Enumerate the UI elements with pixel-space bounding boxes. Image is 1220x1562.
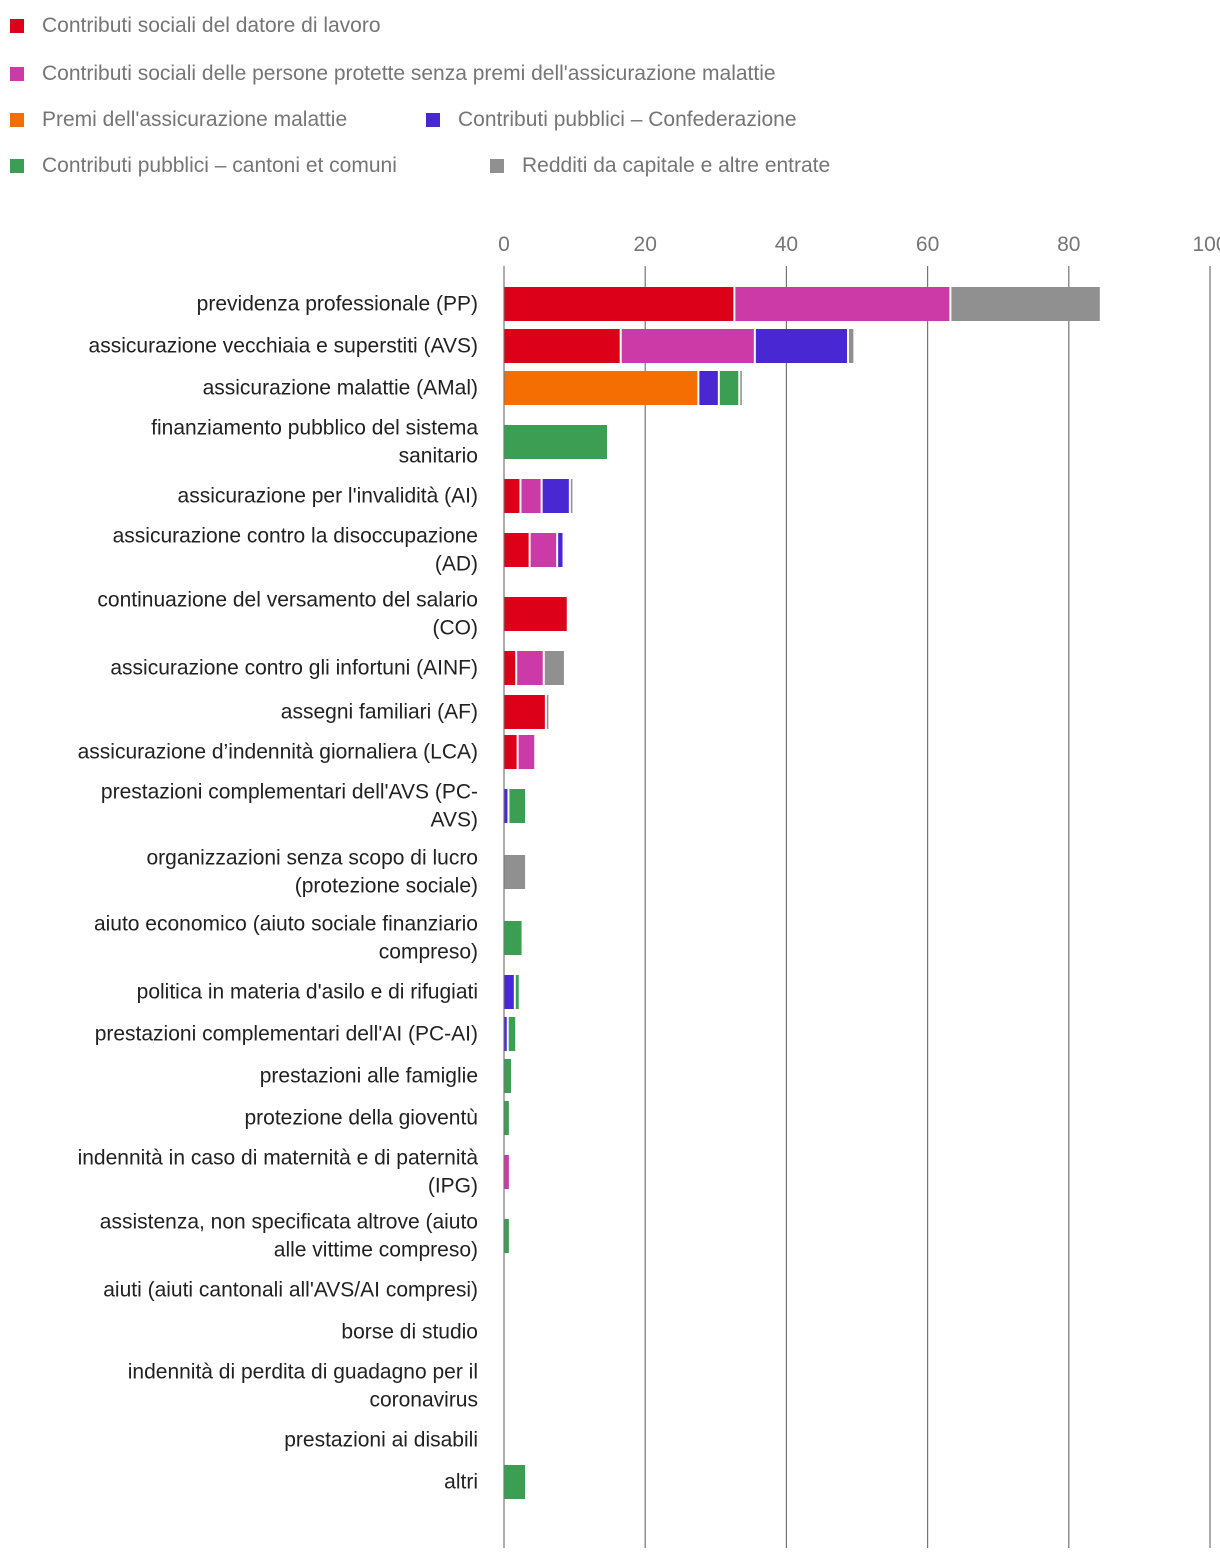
- legend-label: Contributi sociali delle persone protett…: [42, 62, 776, 85]
- bar-segment: [546, 695, 549, 729]
- legend-swatch: [10, 159, 24, 173]
- bar-segment: [544, 651, 564, 685]
- bar-segment: [504, 479, 520, 513]
- bar-segment: [504, 975, 514, 1009]
- category-label: assistenza, non specificata altrove (aiu…: [100, 1211, 478, 1234]
- category-label: indennità in caso di maternità e di pate…: [78, 1147, 479, 1170]
- legend-label: Contributi sociali del datore di lavoro: [42, 14, 381, 37]
- bar-segment: [504, 1017, 507, 1051]
- bar-segment: [518, 735, 535, 769]
- category-label: finanziamento pubblico del sistema: [151, 417, 478, 440]
- legend-item: Contributi pubblici – cantoni et comuni: [10, 154, 397, 178]
- bar-segment: [504, 1155, 509, 1189]
- category-label: (IPG): [428, 1175, 478, 1198]
- tick-label: 0: [498, 233, 510, 256]
- bar-segment: [504, 921, 522, 955]
- bar-segment: [504, 695, 545, 729]
- bar-segment: [530, 533, 557, 567]
- bar-segment: [504, 651, 516, 685]
- bar-segment: [504, 287, 734, 321]
- category-label: sanitario: [399, 445, 478, 468]
- category-label: assicurazione malattie (AMal): [203, 377, 478, 400]
- bar-segment: [504, 855, 526, 889]
- bar-segment: [755, 329, 848, 363]
- bar-segment: [570, 479, 573, 513]
- category-label: borse di studio: [341, 1321, 478, 1344]
- tick-label: 40: [775, 233, 798, 256]
- bar-segment: [504, 1219, 509, 1253]
- bar-segment: [699, 371, 718, 405]
- category-label: previdenza professionale (PP): [197, 293, 478, 316]
- legend-item: Contributi sociali del datore di lavoro: [10, 14, 381, 38]
- legend-item: Contributi pubblici – Confederazione: [426, 108, 797, 132]
- category-label: aiuto economico (aiuto sociale finanziar…: [94, 913, 478, 936]
- legend-swatch: [10, 67, 24, 81]
- bar-segment: [504, 371, 698, 405]
- bar-segment: [504, 735, 517, 769]
- category-label: altri: [444, 1471, 478, 1494]
- category-label: politica in materia d'asilo e di rifugia…: [137, 981, 478, 1004]
- legend-label: Contributi pubblici – Confederazione: [458, 108, 797, 131]
- category-label: prestazioni ai disabili: [284, 1429, 478, 1452]
- category-label: assicurazione per l'invalidità (AI): [178, 485, 478, 508]
- category-label: organizzazioni senza scopo di lucro: [146, 847, 478, 870]
- bar-segment: [735, 287, 950, 321]
- bar-segment: [521, 479, 541, 513]
- bar-segment: [504, 1465, 526, 1499]
- bar-segment: [509, 789, 526, 823]
- category-label: (CO): [433, 617, 479, 640]
- bar-segment: [558, 533, 563, 567]
- bar-segment: [951, 287, 1100, 321]
- bar-segment: [849, 329, 854, 363]
- category-label: (protezione sociale): [295, 875, 478, 898]
- category-label: AVS): [431, 809, 478, 832]
- tick-label: 80: [1057, 233, 1080, 256]
- category-label: alle vittime compreso): [274, 1239, 478, 1262]
- bar-segment: [740, 371, 742, 405]
- bar-segment: [504, 533, 529, 567]
- bar-segment: [504, 425, 607, 459]
- category-label: coronavirus: [369, 1389, 478, 1412]
- bar-segment: [542, 479, 569, 513]
- category-label: prestazioni alle famiglie: [260, 1065, 478, 1088]
- bar-segment: [504, 1059, 511, 1093]
- bar-segment: [719, 371, 739, 405]
- bar-segment: [504, 329, 620, 363]
- legend-item: Redditi da capitale e altre entrate: [490, 154, 830, 178]
- category-label: compreso): [379, 941, 478, 964]
- bar-segment: [504, 597, 567, 631]
- tick-label: 20: [634, 233, 657, 256]
- legend-swatch: [10, 113, 24, 127]
- bar-segment: [621, 329, 754, 363]
- legend-item: Contributi sociali delle persone protett…: [10, 62, 776, 86]
- category-label: continuazione del versamento del salario: [97, 589, 478, 612]
- category-label: indennità di perdita di guadagno per il: [128, 1361, 478, 1384]
- category-label: prestazioni complementari dell'AI (PC-AI…: [95, 1023, 478, 1046]
- category-label: (AD): [435, 553, 478, 576]
- bar-segment: [515, 975, 519, 1009]
- category-label: assicurazione contro la disoccupazione: [113, 525, 478, 548]
- tick-label: 60: [916, 233, 939, 256]
- legend-swatch: [490, 159, 504, 173]
- category-label: prestazioni complementari dell'AVS (PC-: [101, 781, 478, 804]
- legend-swatch: [426, 113, 440, 127]
- category-label: assegni familiari (AF): [281, 701, 478, 724]
- category-label: aiuti (aiuti cantonali all'AVS/AI compre…: [103, 1279, 478, 1302]
- category-label: assicurazione vecchiaia e superstiti (AV…: [89, 335, 478, 358]
- category-label: protezione della gioventù: [244, 1107, 478, 1130]
- bar-segment: [504, 789, 508, 823]
- tick-label: 100: [1192, 233, 1220, 256]
- legend-label: Premi dell'assicurazione malattie: [42, 108, 348, 131]
- bar-segment: [517, 651, 543, 685]
- legend: Contributi sociali del datore di lavoro C…: [0, 0, 1220, 200]
- category-label: assicurazione d’indennità giornaliera (L…: [78, 741, 478, 764]
- legend-swatch: [10, 19, 24, 33]
- category-label: assicurazione contro gli infortuni (AINF…: [110, 657, 478, 680]
- legend-item: Premi dell'assicurazione malattie: [10, 108, 347, 132]
- legend-label: Redditi da capitale e altre entrate: [522, 154, 831, 177]
- bar-segment: [508, 1017, 516, 1051]
- legend-label: Contributi pubblici – cantoni et comuni: [42, 154, 397, 177]
- bar-segment: [504, 1101, 509, 1135]
